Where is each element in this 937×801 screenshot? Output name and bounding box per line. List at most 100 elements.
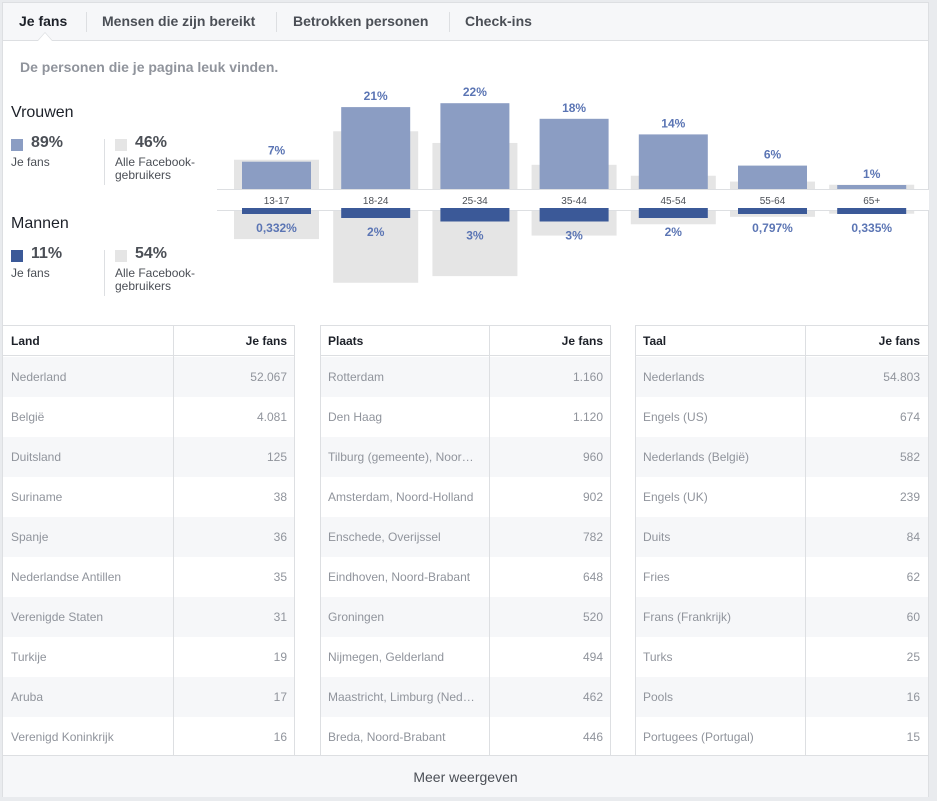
women-fans-bar [539, 118, 609, 189]
table-row: Verenigde Staten 31 [3, 597, 295, 637]
table-row: Aruba 17 [3, 677, 295, 717]
table-header-name[interactable]: Plaats [320, 326, 489, 356]
women-pct-label: 22% [463, 85, 487, 99]
column-divider [489, 326, 490, 756]
table-row: Nijmegen, Gelderland 494 [320, 637, 611, 677]
men-pct-label: 3% [565, 229, 583, 243]
row-name: Nederland [11, 370, 67, 384]
row-name: Rotterdam [328, 370, 385, 384]
row-name: Den Haag [328, 410, 383, 424]
table-row: Pools 16 [635, 677, 928, 717]
women-all-swatch [115, 139, 127, 151]
men-all-label: Alle Facebook-gebruikers [115, 266, 196, 293]
row-value: 902 [582, 490, 603, 504]
table-header-name[interactable]: Taal [635, 326, 805, 356]
row-value: 25 [906, 650, 920, 664]
table-row: Engels (US) 674 [635, 397, 928, 437]
men-pct-label: 3% [466, 229, 484, 243]
tab-bar: Je fans Mensen die zijn bereikt Betrokke… [3, 3, 928, 41]
row-value: 520 [582, 610, 603, 624]
row-value: 36 [273, 530, 287, 544]
women-fans-pct: 89% [31, 134, 64, 151]
table-row: Portugees (Portugal) 15 [635, 717, 928, 757]
table-header-value[interactable]: Je fans [805, 326, 928, 356]
tab-betrokken-personen[interactable]: Betrokken personen [293, 13, 429, 29]
table-border [320, 326, 321, 756]
men-fans-bar [539, 208, 609, 222]
women-pct-label: 6% [764, 148, 782, 162]
row-value: 31 [273, 610, 287, 624]
table-border [610, 326, 611, 756]
row-name: Nijmegen, Gelderland [328, 650, 445, 664]
table-row: Engels (UK) 239 [635, 477, 928, 517]
table-land: Land Je fans Nederland 52.067 België 4.081 Dui… [3, 325, 295, 757]
row-name: Eindhoven, Noord-Brabant [328, 570, 471, 584]
table-row: Turkije 19 [3, 637, 295, 677]
table-row: Breda, Noord-Brabant 446 [320, 717, 611, 757]
tab-mensen-bereikt[interactable]: Mensen die zijn bereikt [102, 13, 256, 29]
row-value: 494 [582, 650, 603, 664]
table-border [294, 326, 295, 756]
table-row: Maastricht, Limburg (Ned… 462 [320, 677, 611, 717]
all-users-men-bar [333, 211, 419, 283]
men-pct-label: 0,332% [256, 221, 297, 235]
row-name: Portugees (Portugal) [643, 730, 754, 744]
tab-je-fans[interactable]: Je fans [19, 13, 68, 29]
row-value: 15 [906, 730, 920, 744]
age-tick-label: 45-54 [661, 196, 687, 207]
row-name: Engels (US) [643, 410, 708, 424]
row-value: 35 [273, 570, 287, 584]
tab-check-ins[interactable]: Check-ins [465, 13, 532, 29]
row-value: 54.803 [883, 370, 920, 384]
row-value: 60 [906, 610, 920, 624]
row-name: Turks [643, 650, 673, 664]
row-name: Aruba [11, 690, 44, 704]
table-row: Spanje 36 [3, 517, 295, 557]
active-tab-pointer [38, 33, 52, 41]
table-row: Amsterdam, Noord-Holland 902 [320, 477, 611, 517]
row-name: Turkije [11, 650, 47, 664]
table-row: Enschede, Overijssel 782 [320, 517, 611, 557]
men-all-swatch [115, 250, 127, 262]
table-header-value[interactable]: Je fans [489, 326, 611, 356]
women-fans-bar [738, 165, 807, 189]
row-value: 1.120 [572, 410, 603, 424]
row-name: Enschede, Overijssel [328, 530, 441, 544]
row-value: 239 [899, 490, 920, 504]
table-row: Groningen 520 [320, 597, 611, 637]
row-value: 16 [273, 730, 287, 744]
men-pct-label: 0,797% [752, 221, 793, 235]
table-row: Duits 84 [635, 517, 928, 557]
men-title: Mannen [11, 215, 69, 232]
table-row: Rotterdam 1.160 [320, 357, 611, 397]
table-header-value[interactable]: Je fans [173, 326, 295, 356]
row-name: Duitsland [11, 450, 62, 464]
men-fans-bar [738, 208, 807, 214]
men-fans-bar [341, 208, 411, 218]
table-row: Verenigd Koninkrijk 16 [3, 717, 295, 757]
row-name: Suriname [11, 490, 63, 504]
row-value: 446 [582, 730, 603, 744]
row-name: Amsterdam, Noord-Holland [328, 490, 474, 504]
men-fans-swatch [11, 250, 23, 262]
tab-divider [276, 12, 277, 32]
table-header-name[interactable]: Land [3, 326, 173, 356]
table-row: Nederlands (België) 582 [635, 437, 928, 477]
men-pct-label: 0,335% [851, 221, 892, 235]
all-users-men-bar [432, 211, 518, 277]
table-row: Suriname 38 [3, 477, 295, 517]
row-value: 4.081 [256, 410, 287, 424]
table-row: België 4.081 [3, 397, 295, 437]
table-row: Nederlands 54.803 [635, 357, 928, 397]
column-divider [173, 326, 174, 756]
row-value: 38 [273, 490, 287, 504]
men-fans-pct: 11% [31, 245, 63, 262]
row-value: 52.067 [250, 370, 287, 384]
row-value: 782 [582, 530, 603, 544]
men-all-pct: 54% [135, 245, 168, 262]
age-axis-strip-overlay [217, 190, 929, 208]
show-more-button[interactable]: Meer weergeven [3, 755, 928, 797]
men-fans-bar [638, 208, 708, 218]
men-fans-bar [242, 208, 311, 214]
